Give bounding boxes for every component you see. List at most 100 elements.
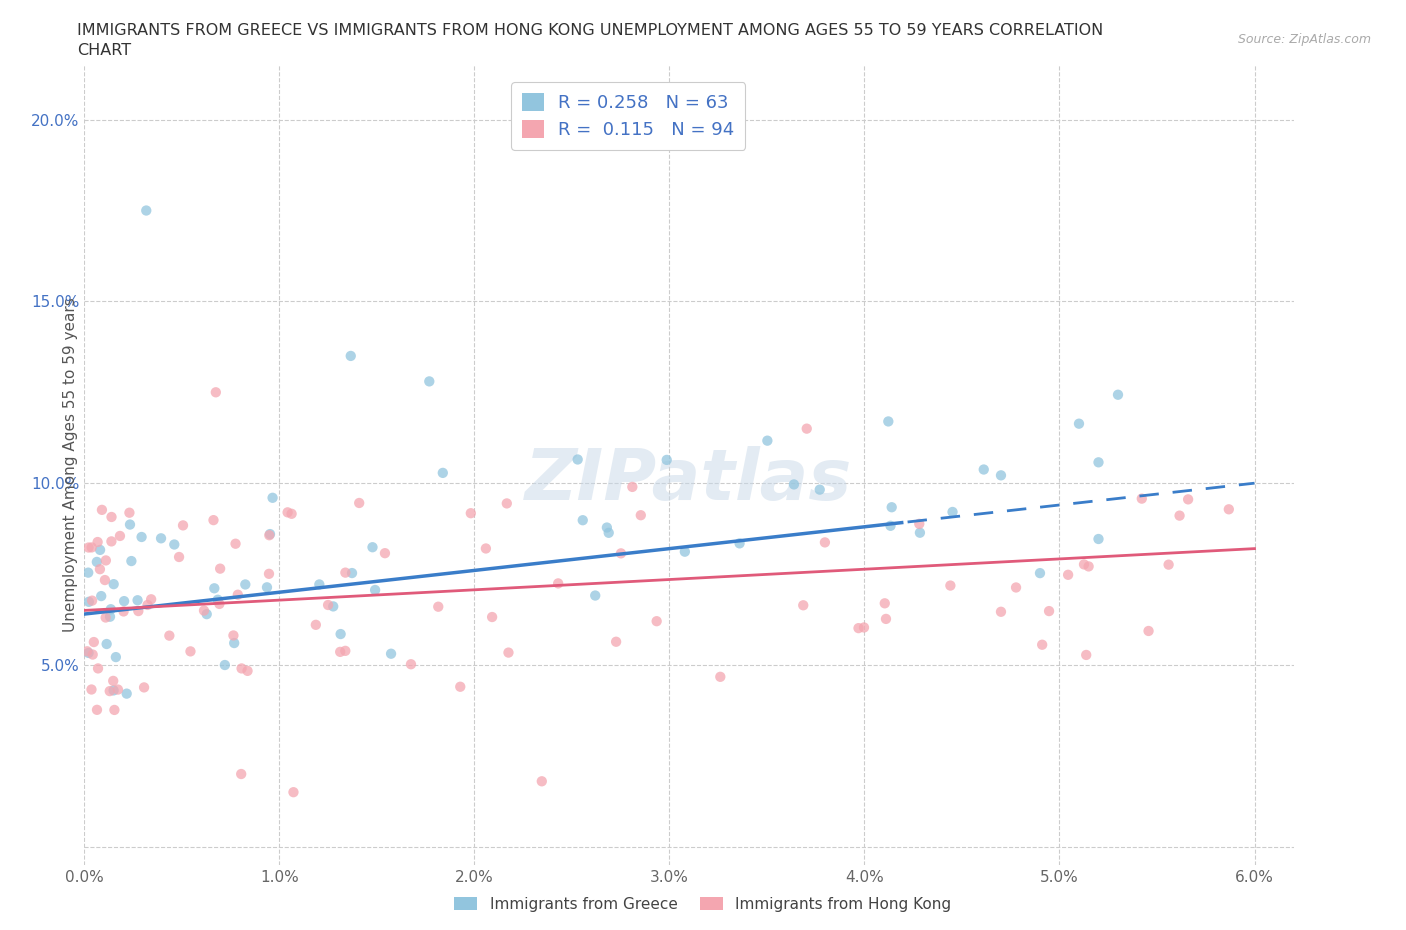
Point (118, 517, 141, 532)
Point (792, 598, 814, 613)
Point (1130, 491, 1153, 506)
Point (135, 203, 157, 218)
Point (605, 634, 627, 649)
Point (89, 542, 111, 557)
Legend: Immigrants from Greece, Immigrants from Hong Kong: Immigrants from Greece, Immigrants from … (449, 890, 957, 918)
Point (941, 504, 963, 519)
Point (214, 658, 236, 672)
Point (83, 634, 105, 649)
Point (205, 385, 228, 400)
Point (80, 682, 103, 697)
Point (596, 520, 619, 535)
Point (131, 529, 153, 544)
Point (150, 531, 173, 546)
Point (77, 565, 100, 580)
Point (879, 518, 901, 533)
Point (460, 506, 482, 521)
Point (208, 596, 231, 611)
Point (875, 611, 897, 626)
Point (127, 592, 149, 607)
Point (94, 553, 117, 568)
Point (1137, 623, 1160, 638)
Point (1076, 647, 1098, 662)
Point (610, 546, 633, 561)
Point (583, 588, 606, 603)
Point (939, 578, 962, 593)
Point (280, 506, 302, 521)
Point (112, 604, 135, 618)
Point (120, 553, 142, 568)
Point (1168, 508, 1191, 523)
Point (1177, 492, 1199, 507)
Point (179, 644, 201, 658)
Point (233, 577, 256, 591)
Point (630, 508, 652, 523)
Point (283, 785, 305, 800)
Point (1218, 502, 1240, 517)
Point (316, 598, 339, 613)
Point (567, 452, 589, 467)
Point (339, 349, 361, 364)
Point (262, 490, 284, 505)
Point (172, 518, 194, 533)
Point (1038, 604, 1060, 618)
Point (418, 374, 440, 389)
Point (1157, 557, 1180, 572)
Point (256, 580, 278, 595)
Point (207, 592, 229, 607)
Point (990, 468, 1012, 483)
Point (224, 635, 246, 650)
Point (257, 566, 280, 581)
Point (783, 477, 806, 492)
Point (132, 680, 155, 695)
Point (82, 593, 104, 608)
Point (141, 591, 163, 606)
Point (361, 539, 384, 554)
Point (756, 433, 779, 448)
Point (1077, 559, 1099, 574)
Point (399, 657, 422, 671)
Point (329, 627, 352, 642)
Point (1107, 387, 1129, 402)
Point (136, 597, 159, 612)
Point (94, 610, 117, 625)
Point (808, 482, 831, 497)
Point (103, 683, 125, 698)
Point (1005, 580, 1028, 595)
Point (796, 421, 818, 436)
Point (107, 682, 129, 697)
Point (877, 414, 900, 429)
Point (848, 620, 870, 635)
Point (96, 636, 118, 651)
Point (305, 618, 328, 632)
Point (655, 453, 678, 468)
Point (498, 645, 520, 660)
Point (481, 609, 503, 624)
Point (673, 544, 696, 559)
Point (973, 462, 995, 477)
Point (449, 679, 471, 694)
Point (202, 512, 225, 527)
Point (226, 587, 249, 602)
Point (209, 561, 232, 576)
Point (322, 599, 344, 614)
Point (193, 604, 215, 618)
Point (475, 541, 498, 556)
Point (108, 528, 131, 543)
Point (163, 537, 186, 551)
Point (873, 596, 896, 611)
Point (98, 684, 121, 698)
Text: IMMIGRANTS FROM GREECE VS IMMIGRANTS FROM HONG KONG UNEMPLOYMENT AMONG AGES 55 T: IMMIGRANTS FROM GREECE VS IMMIGRANTS FRO… (77, 23, 1104, 38)
Point (1067, 417, 1090, 432)
Point (86, 554, 108, 569)
Legend: R = 0.258   N = 63, R =  0.115   N = 94: R = 0.258 N = 63, R = 0.115 N = 94 (512, 82, 745, 150)
Point (571, 512, 593, 527)
Text: ZIPatlas: ZIPatlas (526, 446, 852, 515)
Point (100, 602, 122, 617)
Y-axis label: Unemployment Among Ages 55 to 59 years: Unemployment Among Ages 55 to 59 years (63, 298, 77, 632)
Point (104, 650, 127, 665)
Point (547, 576, 569, 591)
Point (77, 645, 100, 660)
Point (103, 577, 125, 591)
Point (1087, 532, 1109, 547)
